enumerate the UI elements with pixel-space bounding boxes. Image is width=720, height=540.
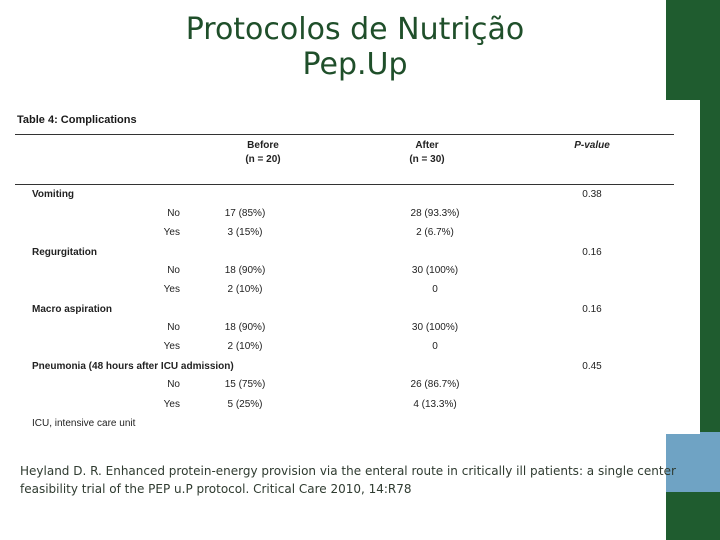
row-category: Pneumonia (48 hours after ICU admission) [32,361,234,372]
row-before-value: 17 (85%) [224,208,266,219]
row-category: Macro aspiration [32,304,113,315]
row-pvalue: 0.16 [582,304,602,315]
row-before-value: 5 (25%) [227,399,263,410]
row-sub-label: No [167,208,180,219]
row-before-value: 18 (90%) [224,265,266,276]
table-caption: Table 4: Complications [17,114,137,126]
row-sub-label: No [167,322,180,333]
row-after-value: 0 [432,284,438,295]
header-after-n: (n = 30) [409,154,445,165]
row-category: Vomiting [32,189,75,200]
row-before-value: 3 (15%) [227,227,263,238]
row-after-value: 2 (6.7%) [416,227,454,238]
header-after: After [415,140,439,151]
row-before-value: 18 (90%) [224,322,266,333]
row-after-value: 30 (100%) [411,265,459,276]
row-category: Regurgitation [32,247,97,258]
row-before-value: 2 (10%) [227,284,263,295]
row-sub-label: Yes [163,399,180,410]
title-line-1: Protocolos de Nutrição [185,12,525,47]
row-after-value: 4 (13.3%) [413,399,457,410]
row-pvalue: 0.45 [582,361,602,372]
row-pvalue: 0.38 [582,189,602,200]
slide-title: Protocolos de Nutrição Pep.Up [90,12,620,82]
header-before-n: (n = 20) [245,154,281,165]
row-before-value: 2 (10%) [227,341,263,352]
table-rule-top [15,134,674,135]
table-rule-header [15,184,674,185]
citation-text: Heyland D. R. Enhanced protein-energy pr… [20,464,676,496]
row-after-value: 0 [432,341,438,352]
row-after-value: 30 (100%) [411,322,459,333]
title-line-2: Pep.Up [302,47,408,82]
row-after-value: 26 (86.7%) [410,379,460,390]
row-sub-label: Yes [163,284,180,295]
row-sub-label: No [167,265,180,276]
row-sub-label: No [167,379,180,390]
table-image-panel [12,100,700,434]
header-pvalue: P-value [574,140,610,151]
header-before: Before [247,140,279,151]
row-sub-label: Yes [163,341,180,352]
side-accent-block [666,432,720,492]
row-before-value: 15 (75%) [224,379,266,390]
row-pvalue: 0.16 [582,247,602,258]
row-sub-label: Yes [163,227,180,238]
row-after-value: 28 (93.3%) [410,208,460,219]
table-footnote: ICU, intensive care unit [32,418,136,429]
